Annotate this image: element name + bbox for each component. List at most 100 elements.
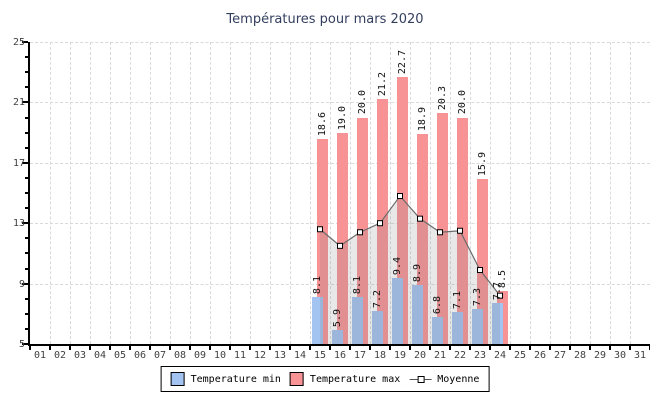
x-tick [89,344,91,350]
x-tick-label: 20 [413,350,427,361]
legend-label: Temperature max [309,373,401,385]
x-tick [369,344,371,350]
moyenne-area-line [317,193,503,344]
x-tick [109,344,111,350]
v-gridline [549,42,551,344]
y-axis-line [28,42,30,346]
x-tick-label: 13 [273,350,287,361]
x-tick [489,344,491,350]
x-tick-label: 12 [253,350,267,361]
v-gridline [249,42,251,344]
v-gridline [449,42,451,344]
v-gridline [509,42,511,344]
legend-item-min: Temperature min [170,372,281,386]
plot-area: 18.6 8.1 19.0 5.9 20.0 8.1 21.2 7.2 22.7 9.4 18.9 8… [30,42,650,344]
x-axis-line [28,344,650,346]
moyenne-line [319,195,501,297]
v-gridline [309,42,311,344]
v-gridline [529,42,531,344]
bar-temperature-min-day-24 [492,303,503,344]
value-label-max-day-16: 19.0 [336,105,348,130]
x-tick-label: 19 [393,350,407,361]
x-tick-label: 23 [473,350,487,361]
x-tick-label: 24 [493,350,507,361]
y-tick-label: 17 [12,157,25,169]
x-tick [269,344,271,350]
bar-temperature-min-day-15 [312,297,323,344]
x-tick-label: 04 [93,350,107,361]
legend: Temperature min Temperature max Moyenne [160,366,490,392]
x-tick [169,344,171,350]
v-gridline [289,42,291,344]
y-minor-tick [25,71,28,74]
v-gridline [69,42,71,344]
x-tick-label: 25 [513,350,527,361]
x-tick [29,344,31,350]
x-tick-label: 02 [53,350,67,361]
v-gridline [89,42,91,344]
value-label-max-day-17: 20.0 [356,90,368,115]
x-tick-label: 11 [233,350,247,361]
value-label-max-day-18: 21.2 [376,72,388,97]
x-tick [289,344,291,350]
v-gridline [169,42,171,344]
value-label-max-day-21: 20.3 [436,85,448,110]
x-tick-label: 09 [193,350,207,361]
value-label-min-day-20: 8.9 [411,264,423,283]
legend-marker [417,375,425,383]
x-tick [449,344,451,350]
x-tick [629,344,631,350]
moyenne-marker-day-22 [457,227,463,234]
x-tick-label: 26 [533,350,547,361]
value-label-min-day-22: 7.1 [451,291,463,310]
v-gridline [489,42,491,344]
v-gridline [209,42,211,344]
moyenne-marker-day-19 [397,193,403,200]
value-label-max-day-23: 15.9 [476,152,488,177]
bar-temperature-min-day-19 [392,277,403,344]
h-gridline [30,102,650,104]
x-tick [469,344,471,350]
moyenne-marker-day-18 [377,220,383,227]
v-gridline [229,42,231,344]
y-major-tick [22,282,28,285]
chart-title: Températures pour mars 2020 [226,12,424,27]
x-tick-label: 03 [73,350,87,361]
y-tick-label: 21 [12,97,25,109]
x-tick-label: 14 [293,350,307,361]
y-minor-tick [25,146,28,149]
legend-swatch-max [289,372,304,386]
y-major-tick [22,343,28,345]
y-tick-label: 9 [18,278,25,290]
y-minor-tick [25,237,28,240]
moyenne-marker-day-16 [337,242,343,249]
v-gridline [629,42,631,344]
value-label-min-day-23: 7.3 [471,288,483,307]
value-label-min-day-21: 6.8 [431,295,443,314]
value-label-min-day-19: 9.4 [391,256,403,275]
bar-temperature-max-day-20 [417,134,428,344]
v-gridline [469,42,471,344]
v-gridline [429,42,431,344]
y-major-tick [22,101,28,104]
value-label-min-day-16: 5.9 [331,309,343,328]
x-tick [329,344,331,350]
y-minor-tick [25,297,28,300]
x-tick [129,344,131,350]
y-minor-tick [25,176,28,179]
x-tick-label: 01 [33,350,47,361]
y-minor-tick [25,207,28,210]
x-tick-label: 22 [453,350,467,361]
value-label-min-day-15: 8.1 [311,276,323,295]
v-gridline [109,42,111,344]
v-gridline [349,42,351,344]
v-gridline [329,42,331,344]
v-gridline [49,42,51,344]
x-tick [189,344,191,350]
legend-label: Moyenne [437,373,480,385]
legend-item-line: Moyenne [409,374,479,385]
y-minor-tick [25,267,28,270]
bar-temperature-max-day-19 [397,76,408,344]
x-tick-label: 21 [433,350,447,361]
v-gridline [369,42,371,344]
